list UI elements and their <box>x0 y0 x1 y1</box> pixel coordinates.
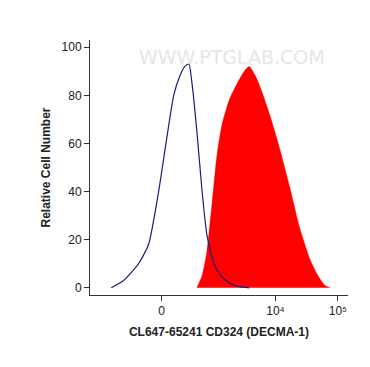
svg-text:100: 100 <box>62 40 82 54</box>
svg-text:20: 20 <box>68 233 82 247</box>
svg-text:10⁴: 10⁴ <box>266 304 285 318</box>
svg-text:80: 80 <box>68 89 82 103</box>
svg-text:60: 60 <box>68 137 82 151</box>
svg-text:0: 0 <box>75 281 82 295</box>
svg-text:0: 0 <box>158 304 165 318</box>
svg-text:WWW.PTGLAB.COM: WWW.PTGLAB.COM <box>139 46 325 68</box>
svg-text:40: 40 <box>68 185 82 199</box>
svg-text:CL647-65241 CD324 (DECMA-1): CL647-65241 CD324 (DECMA-1) <box>129 325 309 339</box>
svg-text:10⁵: 10⁵ <box>329 304 347 318</box>
svg-text:Relative Cell Number: Relative Cell Number <box>39 107 53 227</box>
